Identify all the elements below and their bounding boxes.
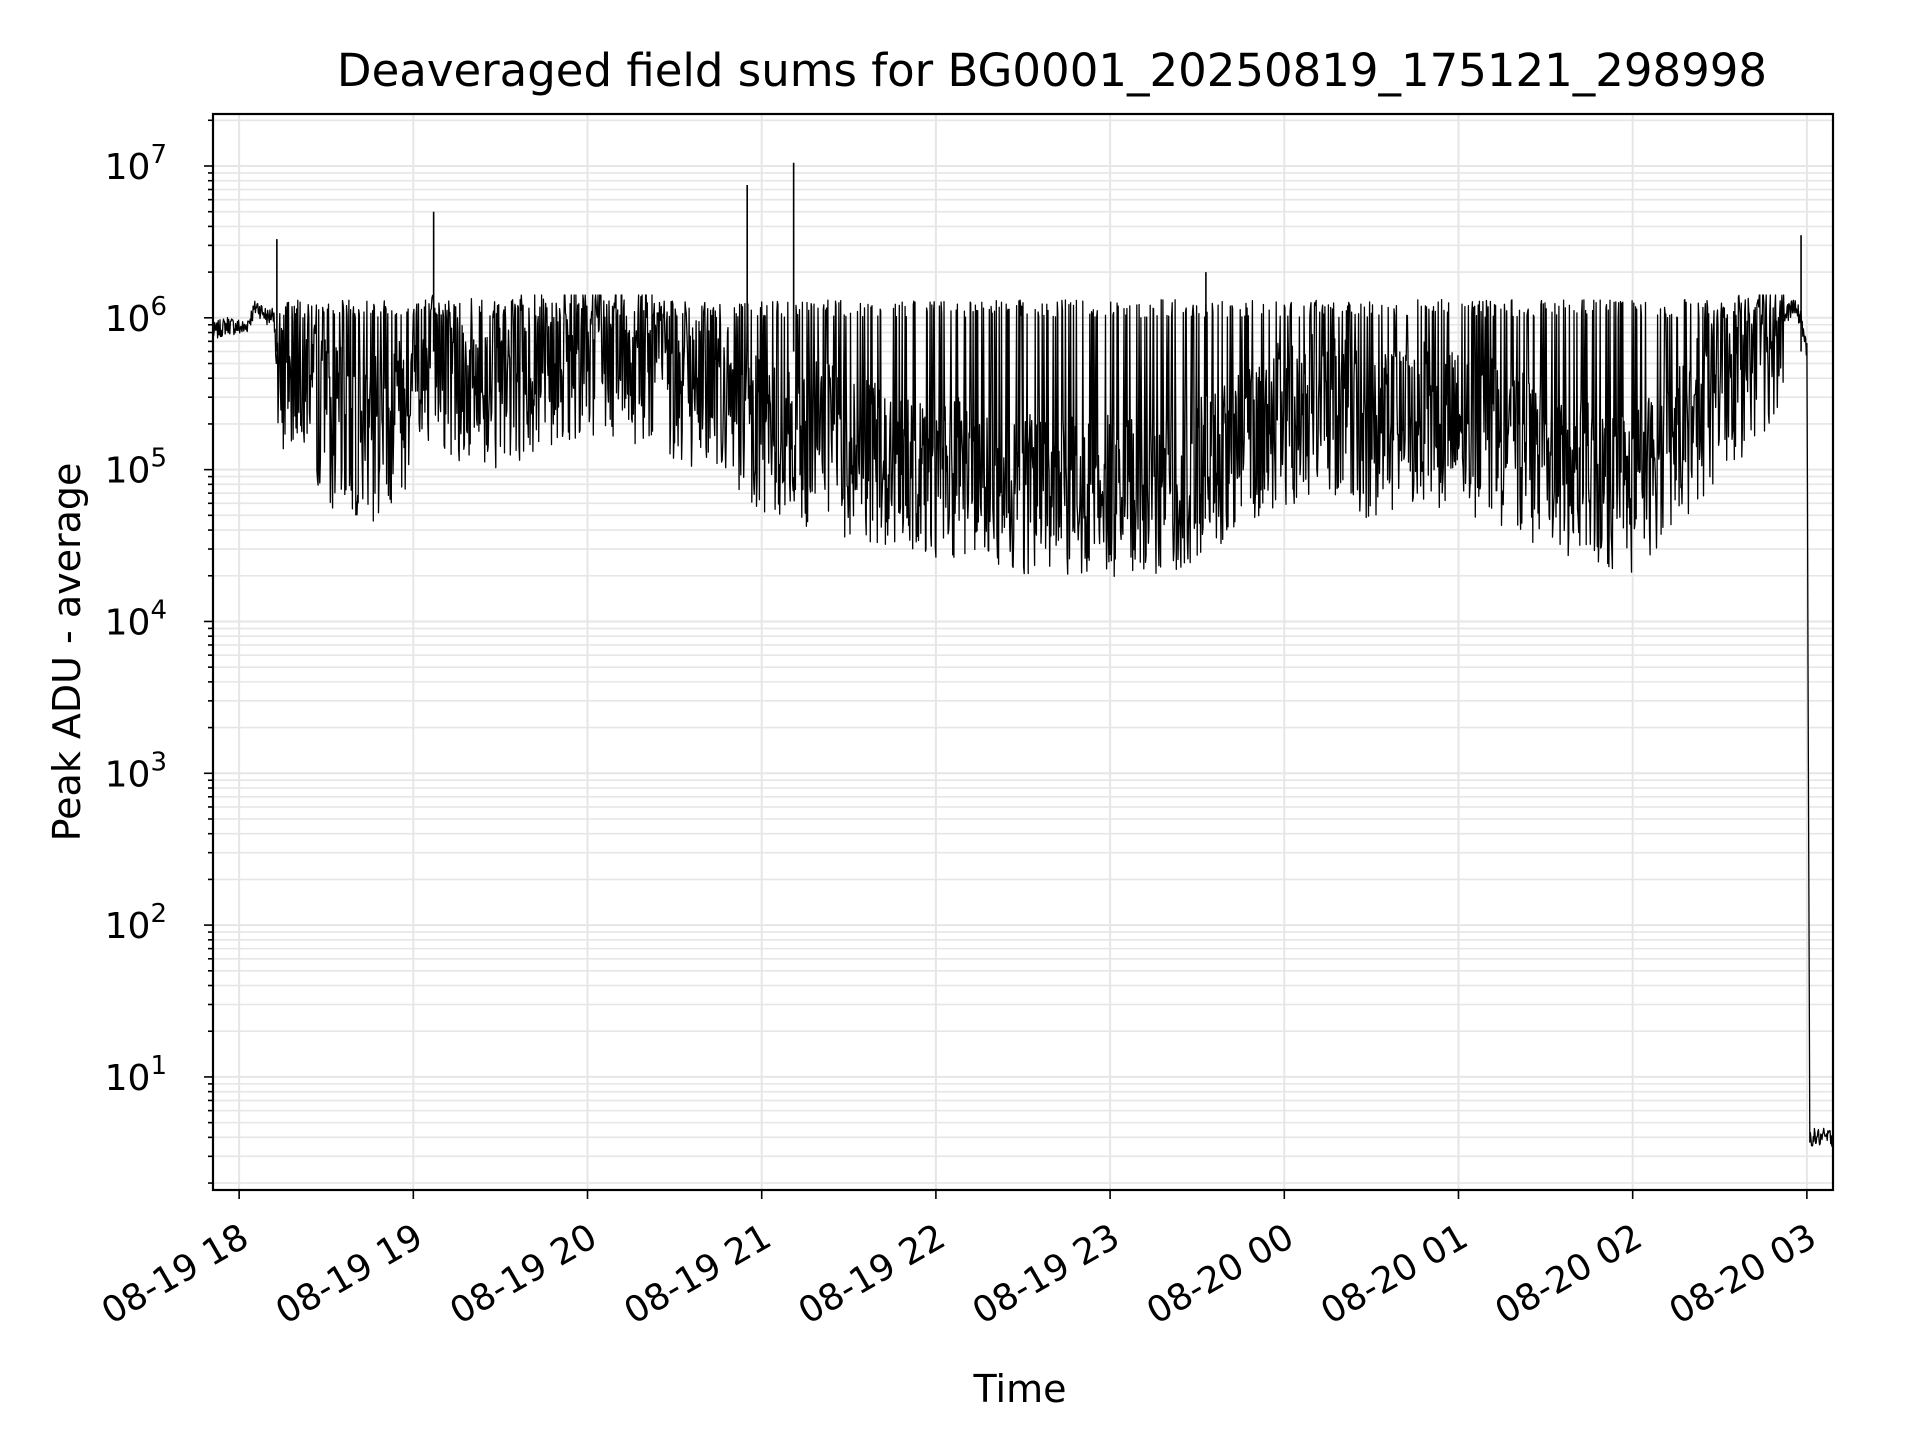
- y-tick-label: 104: [105, 595, 167, 643]
- y-tick-label: 101: [105, 1051, 167, 1099]
- chart-title: Deaveraged field sums for BG0001_2025081…: [337, 44, 1767, 97]
- y-tick-label: 105: [105, 444, 167, 492]
- grid-layer: [213, 114, 1833, 1190]
- x-axis-label: Time: [973, 1367, 1067, 1411]
- y-tick-label: 103: [105, 747, 167, 795]
- y-tick-label: 106: [105, 292, 167, 340]
- y-tick-label: 102: [105, 899, 167, 947]
- y-axis-label: Peak ADU - average: [45, 463, 89, 842]
- y-tick-label: 107: [105, 140, 167, 188]
- series-line: [212, 294, 1834, 1147]
- series-layer: [212, 162, 1834, 1147]
- plot-frame: [211, 112, 1835, 1192]
